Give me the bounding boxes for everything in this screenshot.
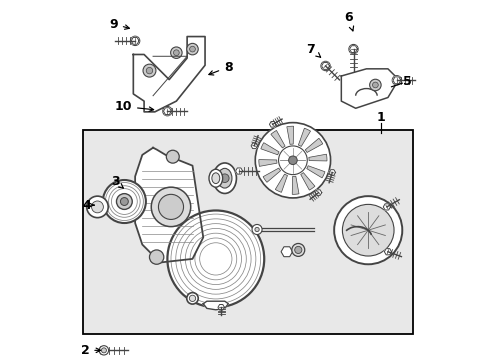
Text: 1: 1 <box>376 111 385 124</box>
Polygon shape <box>384 249 391 255</box>
Polygon shape <box>392 77 400 84</box>
Text: 5: 5 <box>403 75 411 88</box>
Circle shape <box>167 211 264 307</box>
Polygon shape <box>163 108 171 114</box>
Wedge shape <box>306 166 325 178</box>
Circle shape <box>320 61 329 71</box>
Text: 3: 3 <box>111 175 123 188</box>
Polygon shape <box>328 170 335 175</box>
Polygon shape <box>203 301 228 310</box>
Circle shape <box>394 78 398 82</box>
Text: 7: 7 <box>306 42 320 57</box>
Circle shape <box>116 194 132 210</box>
Wedge shape <box>263 168 280 182</box>
Circle shape <box>120 198 128 206</box>
Ellipse shape <box>208 169 222 187</box>
Text: 2: 2 <box>81 344 101 357</box>
Circle shape <box>101 348 106 353</box>
Polygon shape <box>315 190 321 195</box>
Text: 10: 10 <box>114 100 153 113</box>
Circle shape <box>149 250 163 264</box>
Circle shape <box>333 196 402 264</box>
Circle shape <box>163 107 172 116</box>
Circle shape <box>158 194 183 220</box>
Circle shape <box>166 150 179 163</box>
Wedge shape <box>258 159 277 166</box>
Circle shape <box>323 64 327 68</box>
Ellipse shape <box>213 163 236 193</box>
Circle shape <box>348 44 357 54</box>
Ellipse shape <box>217 168 231 188</box>
Polygon shape <box>383 204 389 210</box>
Circle shape <box>372 82 378 88</box>
Polygon shape <box>99 347 107 354</box>
Circle shape <box>391 76 401 85</box>
Wedge shape <box>286 126 293 144</box>
Polygon shape <box>349 46 357 53</box>
Circle shape <box>86 196 108 218</box>
Circle shape <box>170 47 182 58</box>
Circle shape <box>146 67 152 74</box>
Circle shape <box>102 180 145 223</box>
Polygon shape <box>281 247 292 257</box>
Circle shape <box>173 50 179 55</box>
Circle shape <box>369 79 380 91</box>
Circle shape <box>291 243 304 256</box>
Wedge shape <box>308 154 326 161</box>
Polygon shape <box>133 37 204 112</box>
Circle shape <box>130 36 140 45</box>
Circle shape <box>342 204 393 256</box>
Circle shape <box>189 46 195 52</box>
Text: 4: 4 <box>82 199 94 212</box>
Wedge shape <box>305 138 322 153</box>
Circle shape <box>189 295 195 301</box>
Polygon shape <box>250 143 257 149</box>
Circle shape <box>278 146 306 175</box>
Wedge shape <box>275 174 287 192</box>
Circle shape <box>186 43 198 55</box>
Circle shape <box>351 47 355 51</box>
Circle shape <box>99 346 108 355</box>
Polygon shape <box>218 305 224 310</box>
Polygon shape <box>269 122 275 127</box>
Circle shape <box>91 201 103 213</box>
Wedge shape <box>300 172 314 190</box>
Text: 9: 9 <box>109 18 129 31</box>
Polygon shape <box>135 148 203 262</box>
Wedge shape <box>298 128 310 147</box>
Wedge shape <box>292 176 298 194</box>
Circle shape <box>133 39 137 43</box>
Circle shape <box>288 156 297 165</box>
Circle shape <box>251 225 262 234</box>
Text: 6: 6 <box>344 12 353 31</box>
Polygon shape <box>321 63 329 69</box>
Polygon shape <box>341 69 398 108</box>
Circle shape <box>142 64 156 77</box>
Polygon shape <box>235 168 242 174</box>
Circle shape <box>254 227 259 231</box>
Wedge shape <box>260 143 279 155</box>
Polygon shape <box>131 37 139 44</box>
Wedge shape <box>270 130 285 148</box>
Circle shape <box>186 293 198 304</box>
Circle shape <box>151 187 190 226</box>
Circle shape <box>294 246 301 253</box>
Circle shape <box>220 174 228 183</box>
Bar <box>83 130 412 334</box>
Circle shape <box>255 123 330 198</box>
Circle shape <box>165 109 169 113</box>
Text: 8: 8 <box>208 60 232 75</box>
Ellipse shape <box>211 173 219 184</box>
